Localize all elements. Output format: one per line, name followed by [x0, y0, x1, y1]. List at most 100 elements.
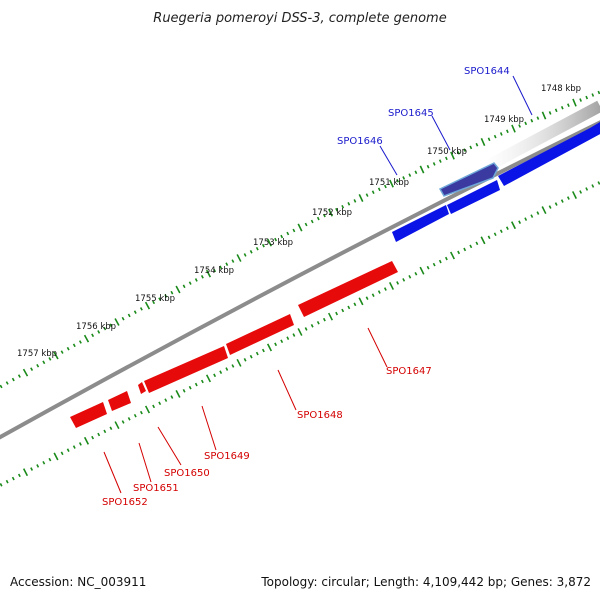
gene-arrow-spo1649[interactable] — [144, 346, 228, 393]
gene-arrow-spo1651[interactable] — [108, 391, 131, 411]
minor-tick — [219, 265, 223, 270]
major-tick — [114, 318, 120, 326]
gene-arrow-spo1648[interactable] — [226, 314, 294, 355]
minor-tick — [475, 142, 479, 147]
minor-tick — [444, 256, 448, 261]
gene-label-spo1644[interactable]: SPO1644 — [464, 66, 510, 77]
gene-label-spo1646[interactable]: SPO1646 — [337, 136, 383, 147]
minor-tick — [341, 308, 345, 313]
minor-tick — [0, 483, 3, 487]
gene-label-spo1645[interactable]: SPO1645 — [388, 108, 434, 119]
gene-label-spo1650[interactable]: SPO1650 — [164, 468, 210, 479]
minor-tick — [17, 374, 21, 378]
minor-tick — [347, 202, 351, 206]
minor-tick — [274, 342, 278, 347]
minor-tick — [377, 187, 381, 192]
minor-tick — [292, 333, 296, 337]
gene-label-spo1648[interactable]: SPO1648 — [297, 410, 343, 421]
minor-tick — [335, 311, 339, 316]
minor-tick — [408, 173, 412, 177]
minor-tick — [316, 216, 320, 221]
gene-arrow-spo1646-a[interactable] — [447, 180, 500, 214]
gene-arrow-spo1644[interactable] — [498, 122, 600, 186]
minor-tick — [585, 187, 589, 191]
minor-tick — [499, 229, 503, 234]
kbp-label: 1751 kbp — [369, 178, 409, 188]
minor-tick — [506, 129, 509, 134]
minor-tick — [72, 343, 76, 348]
minor-tick — [469, 145, 473, 150]
minor-tick — [457, 151, 460, 155]
minor-tick — [335, 207, 339, 212]
gene-arrow-spo1652[interactable] — [70, 402, 107, 428]
minor-tick — [524, 217, 528, 221]
major-tick — [144, 301, 151, 310]
major-tick — [144, 405, 151, 414]
minor-tick — [548, 111, 552, 115]
map-title: Ruegeria pomeroyi DSS-3, complete genome — [153, 11, 446, 26]
forward-label-leaders — [379, 75, 533, 176]
accession-text: Accession: NC_003911 — [10, 575, 146, 589]
minor-tick — [304, 327, 308, 331]
major-tick — [511, 124, 516, 133]
minor-tick — [139, 307, 143, 311]
minor-tick — [310, 219, 314, 224]
major-tick — [328, 208, 333, 217]
minor-tick — [432, 262, 436, 267]
minor-tick — [158, 401, 162, 406]
gene-label-spo1652[interactable]: SPO1652 — [102, 497, 148, 508]
minor-tick — [121, 316, 125, 321]
minor-tick — [243, 357, 247, 362]
minor-tick — [463, 148, 467, 152]
gene-arrow-spo1650[interactable] — [138, 382, 146, 394]
major-tick — [572, 191, 577, 199]
major-tick — [22, 368, 29, 377]
minor-tick — [182, 389, 186, 393]
minor-tick — [255, 246, 259, 251]
minor-tick — [109, 426, 113, 431]
gene-arrow-spo1646-b[interactable] — [392, 205, 449, 242]
minor-tick — [36, 464, 40, 468]
minor-tick — [579, 98, 582, 102]
gene-arrow-spo1647[interactable] — [298, 261, 398, 317]
minor-tick — [475, 241, 479, 246]
gene-label-spo1647[interactable]: SPO1647 — [386, 366, 432, 377]
minor-tick — [103, 429, 107, 434]
minor-tick — [255, 351, 259, 356]
major-tick — [22, 468, 29, 477]
minor-tick — [280, 339, 284, 344]
minor-tick — [170, 290, 174, 295]
minor-tick — [560, 199, 564, 203]
minor-tick — [371, 190, 375, 195]
gene-label-spo1649[interactable]: SPO1649 — [204, 451, 250, 462]
minor-tick — [292, 228, 296, 233]
minor-tick — [200, 379, 204, 384]
minor-tick — [194, 278, 198, 282]
minor-tick — [597, 90, 600, 95]
major-tick — [480, 138, 486, 146]
gene-label-spo1651[interactable]: SPO1651 — [133, 483, 179, 494]
minor-tick — [30, 367, 34, 371]
kbp-label: 1752 kbp — [312, 208, 352, 218]
minor-tick — [194, 382, 198, 387]
minor-tick — [225, 367, 229, 371]
minor-tick — [322, 317, 326, 322]
minor-tick — [554, 202, 558, 206]
reverse-genes — [70, 261, 398, 428]
major-tick — [541, 111, 547, 120]
minor-tick — [426, 265, 430, 270]
minor-tick — [42, 460, 46, 465]
major-tick — [419, 266, 425, 275]
minor-tick — [591, 184, 595, 188]
minor-tick — [42, 360, 46, 365]
kbp-label: 1756 kbp — [76, 322, 116, 332]
minor-tick — [560, 105, 564, 110]
gene-arrow-spo1645[interactable] — [438, 162, 499, 197]
minor-tick — [493, 134, 497, 139]
minor-tick — [97, 432, 101, 437]
minor-tick — [249, 250, 253, 254]
minor-tick — [5, 381, 9, 385]
minor-tick — [487, 235, 491, 240]
minor-tick — [554, 108, 558, 113]
minor-tick — [304, 222, 308, 227]
